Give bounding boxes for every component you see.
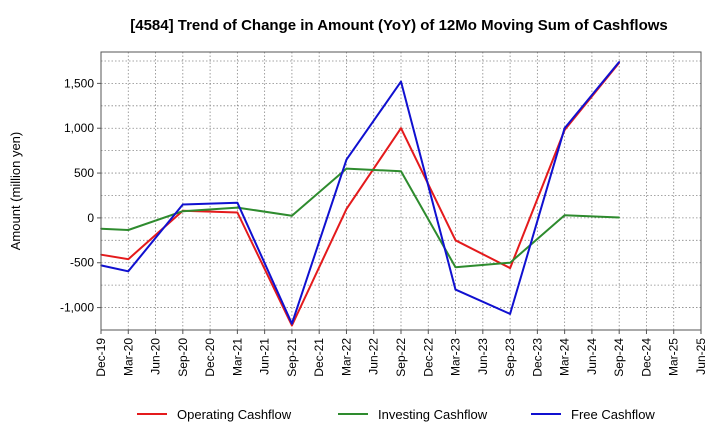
- y-tick-label: 1,000: [64, 121, 94, 135]
- data-point-operating-cashflow: [400, 127, 402, 130]
- grid: [100, 52, 702, 330]
- x-tick-label: Jun-24: [585, 338, 599, 375]
- x-tick-label: Mar-24: [558, 338, 572, 376]
- x-tick-label: Mar-21: [230, 338, 244, 376]
- x-tick-label: Dec-19: [94, 338, 108, 377]
- data-point-free-cashflow: [509, 313, 511, 315]
- x-tick-label: Dec-22: [421, 338, 435, 377]
- x-tick-label: Jun-20: [149, 338, 163, 375]
- y-tick-label: -500: [70, 256, 94, 270]
- data-point-free-cashflow: [291, 322, 293, 325]
- x-tick-label: Sep-22: [394, 338, 408, 377]
- x-tick-label: Sep-21: [285, 338, 299, 377]
- x-tick-label: Dec-23: [530, 338, 544, 377]
- data-point-free-cashflow: [618, 61, 620, 63]
- y-tick-label: 500: [74, 166, 94, 180]
- data-point-operating-cashflow: [345, 208, 348, 210]
- data-point-investing-cashflow: [236, 206, 239, 209]
- data-point-free-cashflow: [182, 203, 184, 206]
- data-point-investing-cashflow: [400, 170, 402, 173]
- legend-label-operating-cashflow: Operating Cashflow: [177, 407, 292, 422]
- y-axis: -1,000 -500 0 500 1,000 1,500: [60, 76, 101, 315]
- data-point-free-cashflow: [127, 270, 130, 273]
- series-layer: [100, 61, 620, 327]
- data-point-investing-cashflow: [454, 266, 457, 269]
- data-point-free-cashflow: [345, 158, 348, 161]
- data-point-investing-cashflow: [345, 167, 348, 170]
- plot-area-frame: [100, 51, 702, 331]
- x-tick-label: Jun-21: [258, 338, 272, 375]
- data-point-free-cashflow: [400, 80, 402, 83]
- data-point-operating-cashflow: [509, 267, 511, 269]
- x-tick-label: Dec-21: [312, 338, 326, 377]
- x-tick-label: Jun-23: [476, 338, 490, 375]
- chart-title: [4584] Trend of Change in Amount (YoY) o…: [130, 17, 668, 34]
- x-tick-label: Sep-20: [176, 338, 190, 377]
- data-point-free-cashflow: [454, 288, 457, 291]
- data-point-free-cashflow: [236, 201, 239, 204]
- data-point-investing-cashflow: [509, 261, 511, 264]
- x-tick-label: Mar-22: [339, 338, 353, 376]
- data-point-operating-cashflow: [127, 258, 130, 260]
- x-tick-label: Sep-23: [503, 338, 517, 377]
- data-point-free-cashflow: [563, 127, 566, 130]
- series-line-free-cashflow: [100, 61, 620, 325]
- x-tick-label: Sep-24: [612, 338, 626, 377]
- x-tick-label: Jun-25: [694, 338, 708, 375]
- data-point-investing-cashflow: [618, 216, 620, 219]
- x-tick-label: Mar-20: [121, 338, 135, 376]
- x-tick-label: Dec-20: [203, 338, 217, 377]
- data-point-operating-cashflow: [236, 211, 239, 214]
- x-axis: Dec-19 Mar-20 Jun-20 Sep-20 Dec-20 Mar-21 Jun-…: [94, 330, 708, 377]
- data-point-investing-cashflow: [127, 229, 130, 231]
- y-tick-label: 0: [87, 211, 94, 225]
- y-tick-label: -1,000: [60, 301, 94, 315]
- legend: Operating Cashflow Investing Cashflow Free…: [137, 407, 655, 422]
- data-point-operating-cashflow: [291, 324, 293, 327]
- data-point-operating-cashflow: [454, 239, 457, 242]
- data-point-investing-cashflow: [291, 214, 293, 217]
- data-point-investing-cashflow: [563, 214, 566, 217]
- data-point-investing-cashflow: [182, 210, 184, 212]
- legend-label-free-cashflow: Free Cashflow: [571, 407, 655, 422]
- x-tick-label: Dec-24: [639, 338, 653, 377]
- y-tick-label: 1,500: [64, 76, 94, 90]
- y-axis-label: Amount (million yen): [8, 132, 23, 251]
- x-tick-label: Mar-25: [667, 338, 681, 376]
- series-line-operating-cashflow: [100, 62, 620, 327]
- x-tick-label: Jun-22: [367, 338, 381, 375]
- legend-label-investing-cashflow: Investing Cashflow: [378, 407, 488, 422]
- x-tick-label: Mar-23: [449, 338, 463, 376]
